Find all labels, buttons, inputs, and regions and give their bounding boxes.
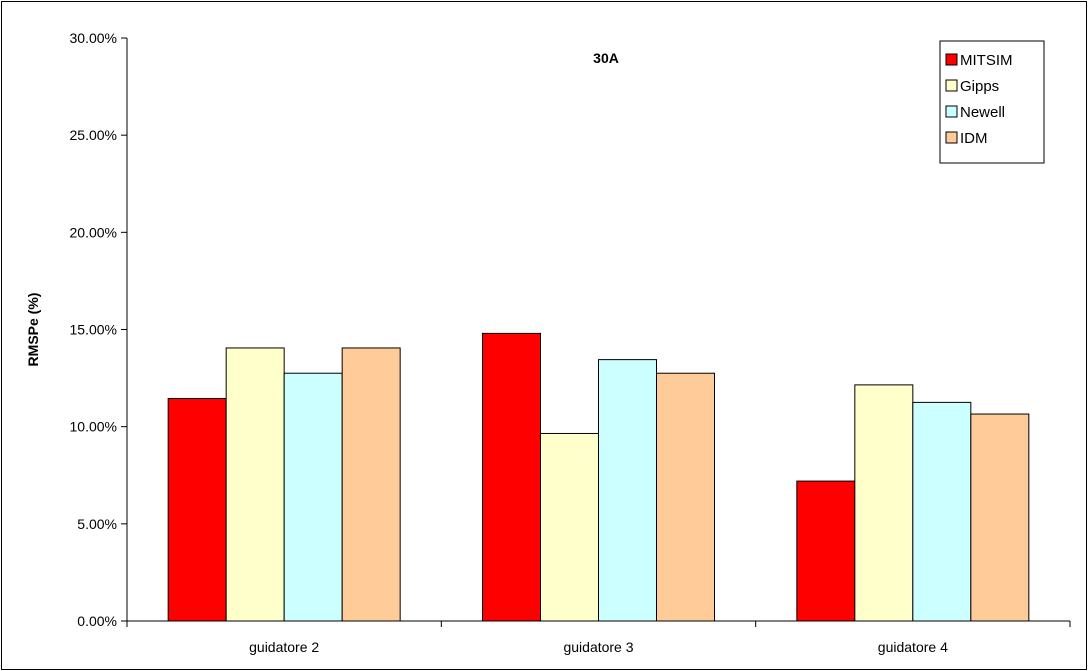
y-tick-label: 0.00% — [77, 613, 117, 629]
y-tick-label: 5.00% — [77, 516, 117, 532]
bar-idm-2 — [656, 372, 715, 622]
bar-gipps-2 — [540, 432, 599, 622]
legend-label-newell: Newell — [960, 104, 1005, 121]
x-tick-label: guidatore 3 — [563, 639, 633, 655]
bar-gipps-3 — [854, 384, 914, 622]
x-tick-label: guidatore 2 — [249, 639, 319, 655]
bar-idm-1 — [341, 347, 401, 622]
legend-swatch-idm — [945, 131, 958, 144]
bar-mitsim-2 — [482, 332, 541, 622]
y-tick-label: 10.00% — [70, 419, 117, 435]
bar-gipps-1 — [225, 347, 285, 622]
bar-mitsim-1 — [167, 397, 227, 622]
bar-newell-3 — [912, 401, 972, 622]
y-tick-label: 30.00% — [70, 30, 117, 46]
legend: MITSIM Gipps Newell IDM — [939, 40, 1045, 164]
x-axis: guidatore 2 guidatore 3 guidatore 4 — [126, 621, 1071, 655]
y-tick-label: 15.00% — [70, 322, 117, 338]
bar-idm-3 — [970, 413, 1030, 622]
legend-label-gipps: Gipps — [960, 78, 999, 95]
bars — [167, 332, 1030, 622]
legend-label-mitsim: MITSIM — [960, 52, 1013, 69]
legend-label-idm: IDM — [960, 130, 988, 147]
bar-newell-1 — [283, 372, 343, 622]
y-axis-label: RMSPe (%) — [25, 293, 41, 367]
bar-newell-2 — [598, 359, 657, 622]
legend-swatch-gipps — [945, 79, 958, 92]
legend-swatch-newell — [945, 105, 958, 118]
bar-mitsim-3 — [796, 480, 856, 622]
y-axis: 0.00% 5.00% 10.00% 15.00% 20.00% 25.00% 30.00% — [70, 30, 127, 629]
y-tick-label: 20.00% — [70, 224, 117, 240]
legend-swatch-mitsim — [945, 53, 958, 66]
y-tick-label: 25.00% — [70, 127, 117, 143]
x-tick-label: guidatore 4 — [878, 639, 948, 655]
chart-title: 30A — [593, 50, 619, 66]
